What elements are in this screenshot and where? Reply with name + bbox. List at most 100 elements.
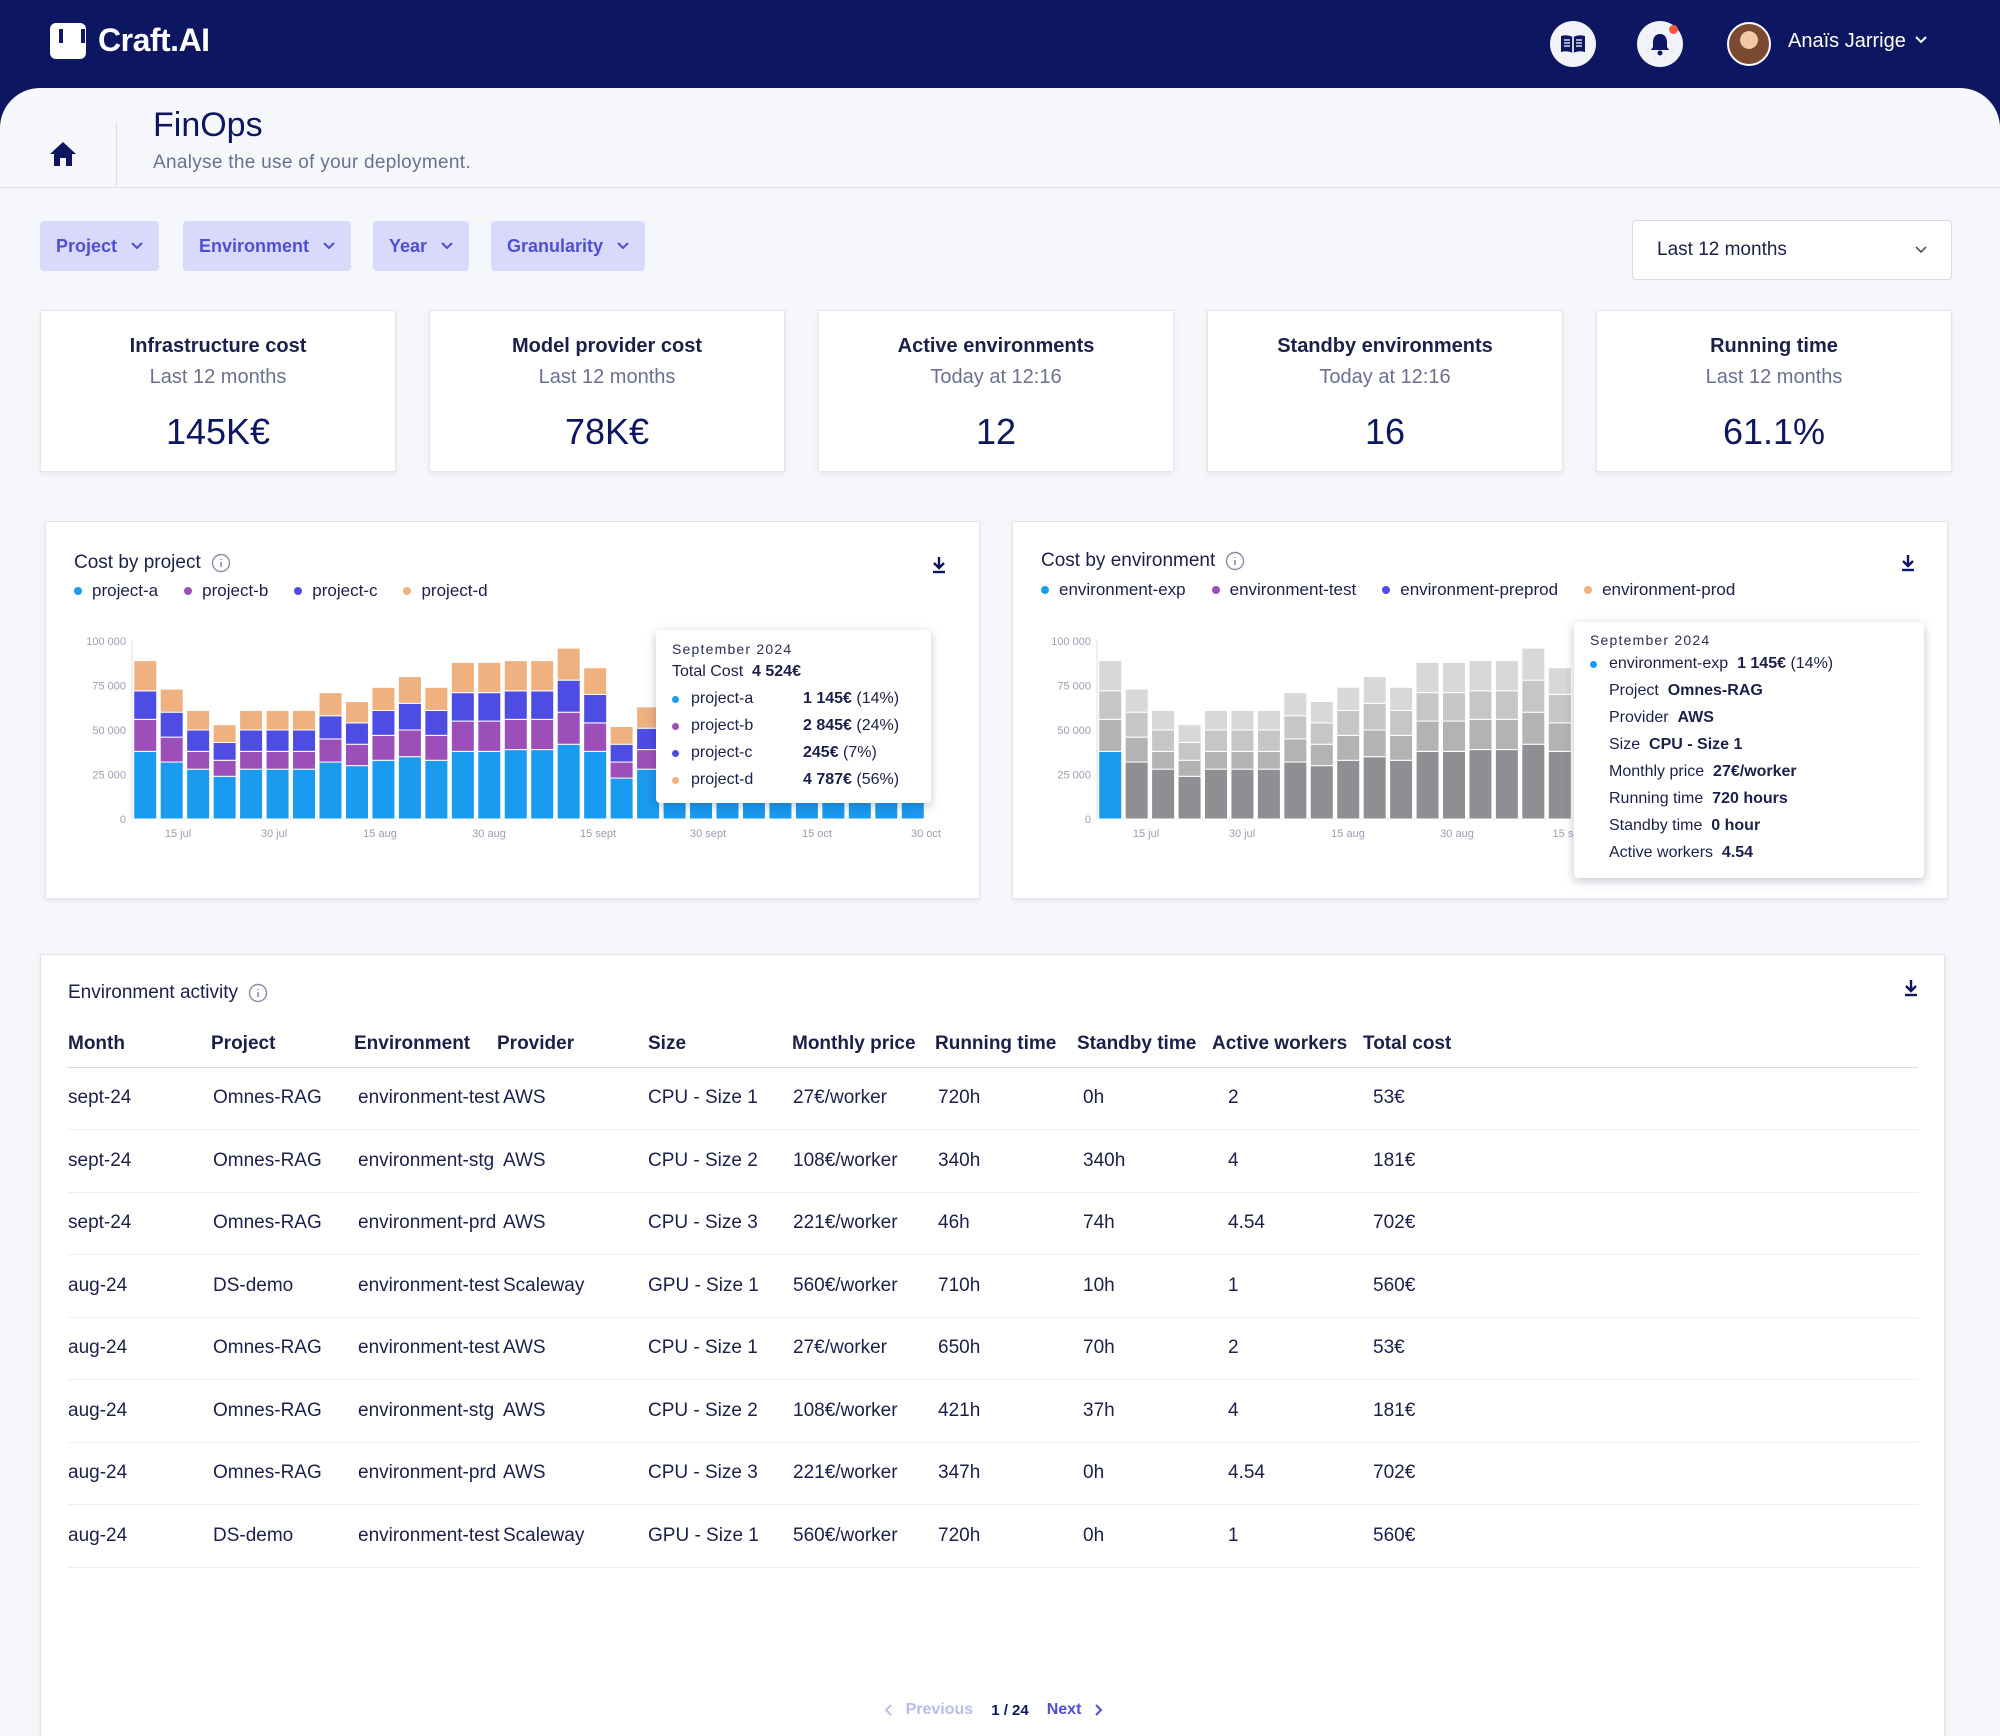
tooltip-series: project-c <box>691 744 753 761</box>
column-header[interactable]: Month <box>68 1033 125 1054</box>
bar-segment <box>1098 690 1123 720</box>
notifications-button[interactable] <box>1637 21 1683 67</box>
cost-by-environment-chart[interactable]: 0 25 000 50 000 75 000 100 000 15 jul 30 jul 15… <box>1013 522 1949 900</box>
download-icon[interactable] <box>1903 979 1919 997</box>
bar-segment <box>583 722 608 752</box>
documentation-button[interactable] <box>1550 21 1596 67</box>
legend-item[interactable]: project-b <box>184 581 268 601</box>
table-cell: 720h <box>938 1524 981 1546</box>
info-icon[interactable] <box>211 553 231 573</box>
cost-by-project-chart[interactable]: 0 25 000 50 000 75 000 100 000 15 jul 30 jul 15… <box>46 522 981 900</box>
legend-item[interactable]: environment-exp <box>1041 580 1186 600</box>
table-cell: Omnes-RAG <box>213 1462 322 1483</box>
filter-environment[interactable]: Environment <box>183 221 352 271</box>
app-logo[interactable]: Craft.AI <box>50 22 210 59</box>
column-header[interactable]: Monthly price <box>792 1033 916 1054</box>
detail-value: 27€/worker <box>1713 763 1797 780</box>
bar-segment <box>1283 761 1308 820</box>
bar-segment <box>609 761 634 779</box>
tooltip-series: project-b <box>691 717 754 734</box>
column-header[interactable]: Total cost <box>1363 1033 1452 1054</box>
chevron-down-icon <box>617 242 629 250</box>
table-row[interactable]: aug-24 Omnes-RAG environment-test AWS CPU - … <box>68 1318 1918 1380</box>
column-header[interactable]: Project <box>211 1033 276 1054</box>
bar-segment <box>1362 676 1387 704</box>
table-cell: CPU - Size 1 <box>648 1337 758 1358</box>
legend-item[interactable]: environment-preprod <box>1382 580 1558 600</box>
table-row[interactable]: sept-24 Omnes-RAG environment-prd AWS CPU - … <box>68 1193 1918 1255</box>
bar-segment <box>371 709 396 736</box>
bar-segment <box>159 711 184 738</box>
detail-label: Standby time <box>1609 817 1703 834</box>
info-icon[interactable] <box>1225 551 1245 571</box>
bar-segment <box>424 709 449 736</box>
column-header[interactable]: Active workers <box>1212 1033 1348 1054</box>
filter-label: Granularity <box>507 235 604 256</box>
download-icon[interactable] <box>931 556 947 574</box>
bar-segment <box>159 688 184 713</box>
filter-project[interactable]: Project <box>40 221 160 271</box>
filter-year[interactable]: Year <box>373 221 470 271</box>
user-name[interactable]: Anaïs Jarrige <box>1788 30 1906 52</box>
table-cell: 4 <box>1228 1149 1239 1171</box>
bar-segment <box>1177 775 1202 820</box>
column-header[interactable]: Size <box>648 1033 687 1054</box>
legend-item[interactable]: project-c <box>294 581 377 601</box>
filter-granularity[interactable]: Granularity <box>491 221 646 271</box>
table-cell: sept-24 <box>68 1087 132 1108</box>
bar-segment <box>1442 692 1466 722</box>
bar-segment <box>1521 743 1546 820</box>
table-cell: 108€/worker <box>793 1149 898 1171</box>
table-cell: environment-test <box>358 1087 500 1108</box>
bar-segment <box>1362 702 1387 731</box>
table-row[interactable]: aug-24 DS-demo environment-test Scaleway GPU… <box>68 1506 1918 1568</box>
table-row[interactable]: aug-24 Omnes-RAG environment-stg AWS CPU - S… <box>68 1381 1918 1443</box>
tooltip-total: Total Cost 4 524€ <box>672 663 915 681</box>
table-cell: 27€/worker <box>793 1337 887 1358</box>
table-row[interactable]: sept-24 Omnes-RAG environment-stg AWS CPU - … <box>68 1131 1918 1193</box>
tooltip-row: environment-exp 1 145€ (14%) <box>1590 655 1908 673</box>
info-icon[interactable] <box>248 983 268 1003</box>
table-cell: aug-24 <box>68 1462 128 1483</box>
legend-item[interactable]: environment-test <box>1211 580 1356 600</box>
next-page-button[interactable]: Next <box>1047 1701 1104 1719</box>
table-row[interactable]: aug-24 Omnes-RAG environment-prd AWS CPU - S… <box>68 1443 1918 1505</box>
table-cell: CPU - Size 3 <box>648 1462 758 1483</box>
table-cell: 70h <box>1083 1337 1115 1358</box>
tooltip-row: project-d 4 787€ (56%) <box>672 771 915 789</box>
column-header[interactable]: Standby time <box>1077 1033 1197 1054</box>
bar-segment <box>477 720 502 752</box>
table-cell: aug-24 <box>68 1399 128 1421</box>
bar-segment <box>344 722 369 745</box>
bar-segment <box>1521 647 1546 681</box>
bar-segment <box>450 692 475 722</box>
user-avatar[interactable] <box>1727 22 1771 66</box>
table-row[interactable]: sept-24 Omnes-RAG environment-test AWS CPU -… <box>68 1068 1918 1130</box>
filter-label: Project <box>56 235 118 256</box>
table-cell: AWS <box>503 1462 546 1483</box>
bar-segment <box>503 718 528 751</box>
column-header[interactable]: Environment <box>354 1033 471 1054</box>
previous-page-button[interactable]: Previous <box>884 1701 973 1719</box>
legend-label: project-d <box>421 581 488 600</box>
legend-item[interactable]: project-a <box>74 581 158 601</box>
chevron-down-icon[interactable] <box>1915 36 1927 44</box>
download-icon[interactable] <box>1900 554 1916 572</box>
home-icon[interactable] <box>48 140 78 168</box>
table-row[interactable]: aug-24 DS-demo environment-test Scaleway GPU… <box>68 1256 1918 1318</box>
bar-segment <box>1415 750 1440 820</box>
column-header[interactable]: Provider <box>497 1033 575 1054</box>
bar-segment <box>556 679 581 713</box>
x-tick-label: 30 aug <box>472 828 506 840</box>
bar-segment <box>1177 724 1202 743</box>
table-cell: 108€/worker <box>793 1399 898 1421</box>
date-range-select[interactable]: Last 12 months <box>1632 220 1952 280</box>
column-header[interactable]: Running time <box>935 1033 1057 1054</box>
bell-icon <box>1651 34 1669 56</box>
bar-segment <box>556 647 581 681</box>
bar-segment <box>503 690 528 720</box>
legend-item[interactable]: project-d <box>403 581 488 601</box>
legend-item[interactable]: environment-prod <box>1584 580 1735 600</box>
bar-segment <box>1547 667 1572 695</box>
x-tick-label: 30 sept <box>690 828 726 840</box>
